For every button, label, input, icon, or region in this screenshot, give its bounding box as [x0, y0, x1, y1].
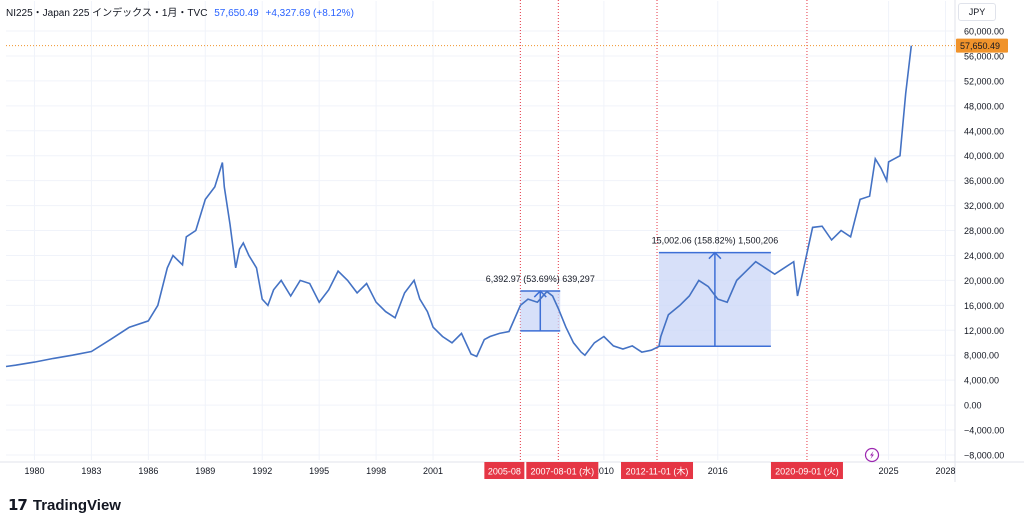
- y-tick-label: 60,000.00: [964, 27, 1004, 37]
- date-tag-label: 2020-09-01 (火): [775, 467, 839, 477]
- logo-icon: 17: [8, 496, 28, 514]
- x-tick-label: 2025: [879, 466, 899, 476]
- grid: [0, 0, 1024, 482]
- x-tick-label: 2001: [423, 466, 443, 476]
- y-tick-label: 12,000.00: [964, 326, 1004, 336]
- price-line: [5, 45, 913, 368]
- date-tag: 2005-08: [484, 462, 525, 479]
- last-price-tag-label: 57,650.49: [960, 41, 1000, 51]
- last-price-tag-bg: [956, 38, 1008, 53]
- date-tag-bg: [484, 462, 525, 479]
- y-tick-label: 44,000.00: [964, 126, 1004, 136]
- symbol-label: NI225・Japan 225 インデックス・1月・TVC: [6, 8, 208, 19]
- y-tick-label: 28,000.00: [964, 226, 1004, 236]
- lightning-icon-bolt: [870, 451, 874, 459]
- y-axis: 60,000.00 56,000.00 52,000.00 48,000.00 44,0…: [964, 27, 1004, 461]
- date-tag-label: 2007-08-01 (水): [531, 466, 595, 477]
- currency-button[interactable]: JPY: [958, 3, 996, 21]
- y-tick-label: 56,000.00: [964, 51, 1004, 61]
- x-tick-label: 1980: [24, 466, 44, 476]
- y-tick-label: 52,000.00: [964, 76, 1004, 86]
- y-tick-label: −8,000.00: [964, 451, 1004, 461]
- y-tick-label: 40,000.00: [964, 151, 1004, 161]
- measure-label: 6,392.97 (53.69%) 639,297: [486, 274, 595, 284]
- logo-text: TradingView: [32, 496, 121, 514]
- y-tick-label: 16,000.00: [964, 301, 1004, 311]
- y-tick-label: 32,000.00: [964, 201, 1004, 211]
- y-tick-label: −4,000.00: [964, 426, 1004, 436]
- date-tag: 2012-11-01 (木): [621, 462, 694, 479]
- x-tick-label: 2010: [594, 466, 614, 476]
- y-tick-label: 4,000.00: [964, 376, 999, 386]
- chart-header: NI225・Japan 225 インデックス・1月・TVC 57,650.49 …: [6, 4, 354, 19]
- x-tick-label: 1998: [366, 466, 386, 476]
- last-price-tag: 57,650.49: [956, 38, 1008, 53]
- y-tick-label: 36,000.00: [964, 176, 1004, 186]
- measure-arrow-head: [708, 251, 722, 260]
- date-tag-bg: [526, 462, 599, 479]
- y-tick-label: 48,000.00: [964, 101, 1004, 111]
- date-tag-label: 2005-08: [488, 467, 521, 477]
- date-tag: 2007-08-01 (水): [526, 462, 599, 479]
- measure-label: 15,002.06 (158.82%) 1,500,206: [652, 236, 779, 246]
- x-tick-label: 1983: [81, 466, 101, 476]
- date-marker-tags: 2005-08 2007-08-01 (水) 2012-11-01 (木) 2020-…: [484, 462, 843, 479]
- measure-box: 15,002.06 (158.82%) 1,500,206: [652, 236, 779, 347]
- date-tag: 2020-09-01 (火): [770, 462, 843, 479]
- date-tag-label: 2012-11-01 (木): [626, 466, 689, 477]
- y-tick-label: 20,000.00: [964, 276, 1004, 286]
- y-tick-label: 8,000.00: [964, 351, 999, 361]
- y-tick-label: 0.00: [964, 401, 982, 411]
- measurements: 6,392.97 (53.69%) 639,297 15,002.06 (158.…: [486, 236, 778, 347]
- measure-box: 6,392.97 (53.69%) 639,297: [486, 274, 595, 332]
- date-marker-lines: [519, 0, 808, 462]
- y-tick-label: 24,000.00: [964, 251, 1004, 261]
- lightning-icon[interactable]: [864, 447, 880, 463]
- price-change-label: +4,327.69 (+8.12%): [265, 8, 354, 19]
- x-tick-label: 1995: [309, 466, 329, 476]
- tradingview-logo[interactable]: 17 TradingView: [8, 496, 121, 514]
- x-tick-label: 1989: [195, 466, 215, 476]
- x-tick-label: 1992: [252, 466, 272, 476]
- date-tag-bg: [770, 462, 843, 479]
- last-price-label: 57,650.49: [214, 8, 259, 19]
- x-axis: 1980 1983 1986 1989 1992 1995 1998 2001 2010 2016…: [24, 466, 955, 476]
- x-tick-label: 2028: [935, 466, 955, 476]
- x-tick-label: 1986: [138, 466, 158, 476]
- date-tag-bg: [621, 462, 694, 479]
- x-tick-label: 2016: [708, 466, 728, 476]
